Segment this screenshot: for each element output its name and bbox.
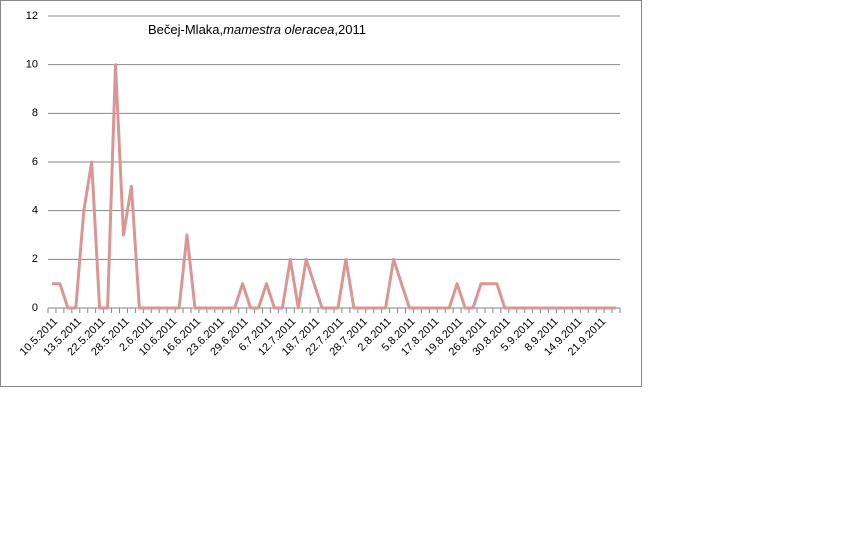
title-part: ,2011: [334, 22, 366, 37]
title-part: mamestra oleracea: [223, 22, 334, 37]
y-tick-label: 0: [32, 302, 38, 314]
y-tick-label: 2: [32, 253, 38, 265]
y-tick-label: 6: [32, 156, 38, 168]
title-part: Bečej-Mlaka,: [148, 22, 223, 37]
y-tick-label: 8: [32, 107, 38, 119]
data-line: [52, 63, 616, 310]
chart-title: Bečej-Mlaka,mamestra oleracea,2011: [148, 22, 366, 37]
y-tick-label: 4: [32, 205, 38, 217]
y-tick-label: 10: [26, 59, 38, 71]
y-tick-label: 12: [26, 10, 38, 22]
